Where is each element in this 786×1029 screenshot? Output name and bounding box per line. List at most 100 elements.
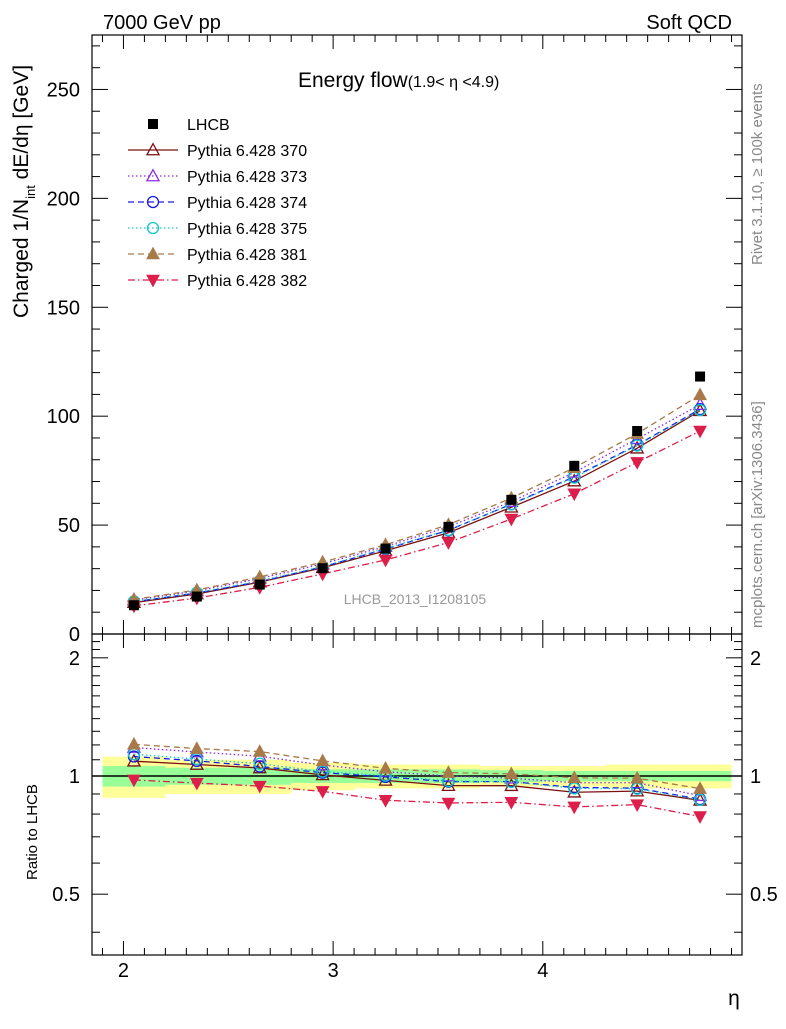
ratio-series-layer xyxy=(126,736,708,824)
main-series-layer xyxy=(126,371,708,614)
series-pythia-6-428-381-ratio-point-0 xyxy=(127,736,141,750)
series-pythia-6-428-374-ratio-point-2 xyxy=(253,760,266,773)
series-pythia-6-428-382-point-5 xyxy=(441,537,456,550)
beam-energy-label: 7000 GeV pp xyxy=(103,12,221,34)
series-pythia-6-428-382-point-4 xyxy=(378,554,393,568)
series-pythia-6-428-375-ratio-point-2 xyxy=(253,757,266,770)
series-pythia-6-428-382-point-9 xyxy=(693,425,707,439)
series-pythia-6-428-370-ratio-point-8 xyxy=(630,783,645,797)
legend-entry-5-marker xyxy=(146,246,160,260)
legend-entry-1-label: Pythia 6.428 370 xyxy=(187,143,307,160)
series-pythia-6-428-382-ratio-point-4 xyxy=(378,795,393,808)
y-tick-label-0: 0 xyxy=(69,624,80,646)
analysis-id-label: LHCB_2013_I1208105 xyxy=(344,591,487,607)
lhcb-data-point-7 xyxy=(569,460,580,471)
process-label: Soft QCD xyxy=(646,12,732,34)
series-pythia-6-428-375-point-9 xyxy=(693,403,707,417)
lhcb-data-point-2 xyxy=(254,579,265,590)
series-pythia-6-428-382-ratio-point-2 xyxy=(252,780,267,794)
lhcb-data-point-6 xyxy=(506,494,517,505)
legend-entry-6-label: Pythia 6.428 382 xyxy=(187,273,307,290)
series-pythia-6-428-381-ratio-point-6 xyxy=(504,766,519,780)
series-pythia-6-428-370-point-7 xyxy=(567,473,582,487)
series-pythia-6-428-382-ratio-point-0 xyxy=(127,774,141,788)
series-pythia-6-428-382-ratio-point-7 xyxy=(567,801,582,815)
series-pythia-6-428-382-ratio-point-6 xyxy=(504,797,519,810)
series-pythia-6-428-382-ratio-point-1 xyxy=(189,777,204,791)
series-pythia-6-428-381-ratio-point-9 xyxy=(693,781,707,794)
lhcb-data-point-3 xyxy=(317,563,328,574)
ratio-tick-label-left-2: 2 xyxy=(69,648,80,670)
axes-layer: 2 3 4 0 50 100 150 200 250 0.5 0.5 1 1 2 2 xyxy=(47,34,778,982)
series-pythia-6-428-382-ratio-point-5 xyxy=(441,797,456,811)
legend-entry-3-marker xyxy=(146,195,160,209)
legend-entry-5-label: Pythia 6.428 381 xyxy=(187,247,307,264)
chart-title-range: (1.9< η <4.9) xyxy=(408,74,500,91)
series-pythia-6-428-381-ratio-line xyxy=(133,743,701,790)
series-pythia-6-428-381-ratio-point-1 xyxy=(189,741,204,754)
y-tick-label-150: 150 xyxy=(47,297,80,319)
series-pythia-6-428-382-ratio-point-8 xyxy=(630,799,645,812)
series-pythia-6-428-370-ratio-point-3 xyxy=(315,767,330,781)
x-tick-label-3: 3 xyxy=(328,960,339,982)
lhcb-data-point-1 xyxy=(191,591,202,602)
legend-entry-4-marker xyxy=(146,221,160,235)
series-pythia-6-428-374-ratio-line xyxy=(133,755,701,800)
chart-title: Energy flow(1.9< η <4.9) xyxy=(298,69,499,92)
series-pythia-6-428-370-ratio-line xyxy=(133,760,701,801)
ratio-tick-label-left-0.5: 0.5 xyxy=(52,884,80,906)
x-tick-label-4: 4 xyxy=(537,960,548,982)
ratio-tick-label-right-2: 2 xyxy=(750,648,761,670)
series-pythia-6-428-375-point-8 xyxy=(631,439,644,452)
x-tick-label-2: 2 xyxy=(118,960,129,982)
series-pythia-6-428-374-line xyxy=(133,408,701,603)
legend-entry-4-label: Pythia 6.428 375 xyxy=(187,221,307,238)
y-axis-title-main: Charged 1/N xyxy=(10,199,33,318)
legend-entry-3-label: Pythia 6.428 374 xyxy=(187,195,307,212)
series-pythia-6-428-381-point-9 xyxy=(693,387,707,401)
series-pythia-6-428-381-ratio-point-4 xyxy=(378,760,393,774)
series-pythia-6-428-373-ratio-line xyxy=(133,746,701,797)
series-pythia-6-428-373-line xyxy=(133,404,701,601)
lhcb-data-point-8 xyxy=(632,425,643,436)
legend-entry-2-marker xyxy=(145,168,161,182)
rivet-version-label: Rivet 3.1.10, ≥ 100k events xyxy=(749,83,766,265)
ratio-axis-title: Ratio to LHCB xyxy=(24,784,41,880)
mcplots-reference-label: mcplots.cern.ch [arXiv:1306.3436] xyxy=(749,401,766,628)
y-axis-title-sub: int xyxy=(23,185,38,199)
series-pythia-6-428-381-ratio-point-5 xyxy=(441,765,456,778)
lhcb-data-point-5 xyxy=(443,521,454,532)
y-tick-label-200: 200 xyxy=(47,188,80,210)
series-pythia-6-428-381-ratio-point-3 xyxy=(315,753,330,767)
series-pythia-6-428-382-point-7 xyxy=(567,488,582,502)
series-pythia-6-428-382-ratio-point-9 xyxy=(693,811,707,824)
ratio-tick-label-right-0.5: 0.5 xyxy=(750,884,778,906)
lhcb-data-point-9 xyxy=(695,371,706,382)
legend: LHCB Pythia 6.428 370 Pythia 6.428 373 Pyth… xyxy=(128,117,307,290)
legend-entry-1-marker xyxy=(145,142,161,156)
lhcb-data-point-0 xyxy=(128,600,139,611)
legend-entry-2-label: Pythia 6.428 373 xyxy=(187,169,307,186)
series-pythia-6-428-370-point-8 xyxy=(630,440,645,454)
series-pythia-6-428-375-ratio-line xyxy=(133,753,701,801)
series-pythia-6-428-381-line xyxy=(133,394,701,601)
series-pythia-6-428-375-line xyxy=(133,409,701,602)
lhcb-data-point-4 xyxy=(380,543,391,554)
series-pythia-6-428-370-line xyxy=(133,410,701,604)
legend-entry-6-marker xyxy=(146,274,160,288)
ratio-plot-frame xyxy=(91,633,743,956)
legend-entry-0-label: LHCB xyxy=(187,117,230,134)
y-tick-label-50: 50 xyxy=(58,515,80,537)
y-tick-label-100: 100 xyxy=(47,406,80,428)
series-pythia-6-428-381-ratio-point-7 xyxy=(567,770,582,784)
x-axis-title: η xyxy=(728,987,740,1010)
y-tick-label-250: 250 xyxy=(47,79,80,101)
series-pythia-6-428-375-ratio-point-9 xyxy=(693,793,707,806)
series-pythia-6-428-381-ratio-point-8 xyxy=(630,770,645,784)
ratio-tick-label-left-1: 1 xyxy=(69,766,80,788)
series-pythia-6-428-370-ratio-point-6 xyxy=(504,778,519,792)
y-axis-title: Charged 1/Nint dE/dη [GeV] xyxy=(10,65,38,318)
series-pythia-6-428-382-point-8 xyxy=(630,457,645,470)
